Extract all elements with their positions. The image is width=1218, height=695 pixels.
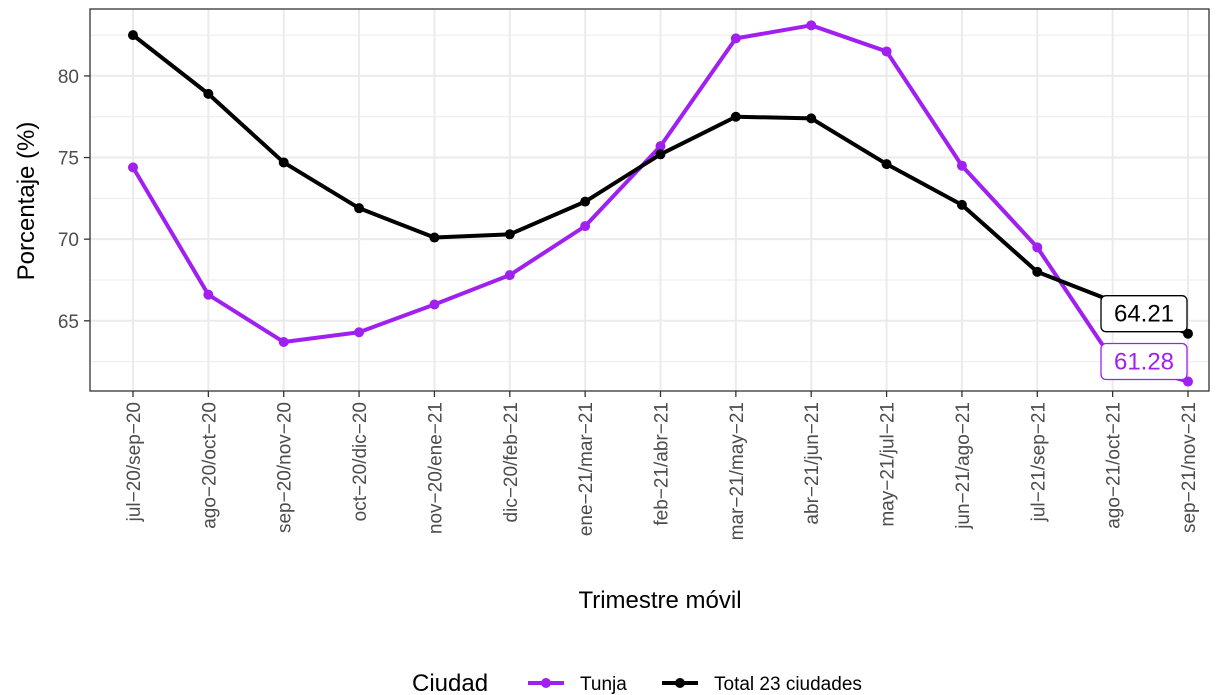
data-point [504,270,515,281]
end-label-box [1100,295,1188,333]
y-tick-label: 75 [58,149,79,170]
legend: Ciudad Tunja Total 23 ciudades [412,670,862,695]
data-point [730,111,741,122]
y-axis: 65 70 75 80 [58,67,90,333]
x-tick-label: jul−20/sep−20 [124,402,145,522]
data-point [278,157,289,168]
x-tick-label: oct−20/dic−20 [350,402,371,521]
data-point [354,327,365,338]
legend-item-label: Tunja [580,674,627,695]
x-tick-label: mar−21/may−21 [727,402,748,540]
y-tick-label: 70 [58,230,79,251]
data-point [203,289,214,300]
x-tick-label: jun−21/ago−21 [953,402,974,530]
data-point [1032,242,1043,253]
data-point [504,229,515,240]
plot-panel-border [89,8,1210,392]
data-point [128,162,138,173]
data-point [429,299,440,310]
legend-key-point [675,678,685,688]
data-point [956,160,967,171]
data-point [580,196,591,207]
y-axis-title: Porcentaje (%) [13,122,40,281]
x-tick-label: sep−20/nov−20 [275,402,296,533]
x-tick-label: feb−21/abr−21 [652,402,673,526]
end-label-text: 61.28 [1114,349,1174,376]
x-tick-label: ago−21/oct−21 [1104,402,1125,529]
end-labels: 61.28 64.21 [1100,295,1188,381]
x-tick-label: jul−21/sep−21 [1028,402,1049,522]
data-point [354,203,365,214]
x-tick-label: ene−21/mar−21 [576,402,597,536]
data-point [278,337,289,348]
y-tick-label: 80 [58,67,79,88]
data-point [429,232,440,243]
data-point [655,149,666,160]
series-lines [128,20,1193,387]
x-axis: jul−20/sep−20 ago−20/oct−20 sep−20/nov−20 o… [124,391,1200,540]
data-point [128,30,138,41]
x-tick-label: nov−20/ene−21 [425,402,446,534]
data-point [203,88,214,99]
data-point [1032,266,1043,277]
data-point [881,46,892,57]
x-tick-label: sep−21/nov−21 [1179,402,1200,533]
data-point [806,113,817,124]
data-point [806,20,817,31]
legend-title: Ciudad [412,670,488,695]
x-tick-label: ago−20/oct−20 [199,402,220,529]
y-tick-label: 65 [58,312,79,333]
x-axis-title: Trimestre móvil [578,587,741,614]
data-point [881,159,892,170]
data-point [956,199,967,210]
x-tick-label: dic−20/feb−21 [501,402,522,522]
data-point [580,221,591,232]
legend-key-point [541,678,551,688]
data-point [1183,328,1193,339]
x-tick-label: abr−21/jun−21 [802,402,823,525]
data-point [1183,376,1193,387]
data-point [730,33,741,44]
x-tick-label: may−21/jul−21 [878,402,899,527]
legend-item-label: Total 23 ciudades [714,674,862,695]
end-label-box [1100,342,1188,381]
end-label-text: 64.21 [1114,301,1174,328]
data-point [655,141,666,152]
